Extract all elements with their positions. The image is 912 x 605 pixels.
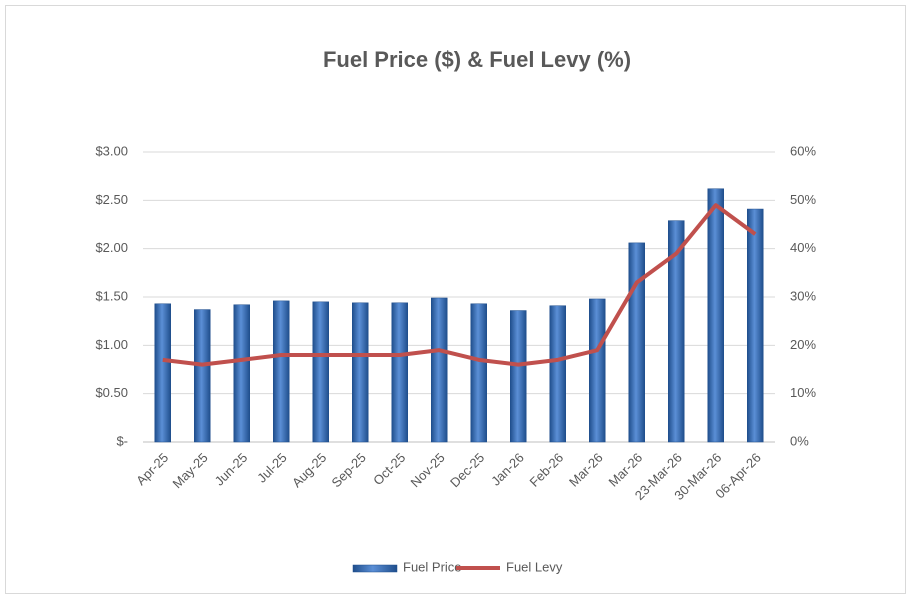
bar	[589, 298, 606, 443]
legend-label: Fuel Levy	[506, 559, 563, 574]
line	[162, 203, 757, 367]
chart-border	[5, 5, 906, 594]
bar	[154, 303, 171, 443]
bar	[470, 303, 487, 443]
y2-tick-label: 40%	[790, 240, 816, 255]
bar	[747, 208, 764, 443]
bar	[312, 301, 329, 443]
y-tick-label: $0.50	[95, 385, 128, 400]
bar	[668, 220, 685, 443]
y-tick-label: $2.00	[95, 240, 128, 255]
bar	[194, 309, 211, 443]
y2-tick-label: 30%	[790, 288, 816, 303]
y-tick-label: $-	[116, 433, 128, 448]
y-tick-label: $1.50	[95, 288, 128, 303]
bar	[273, 300, 290, 443]
y-tick-label: $3.00	[95, 143, 128, 158]
bar	[233, 304, 250, 443]
y2-tick-label: 60%	[790, 143, 816, 158]
y2-tick-label: 50%	[790, 192, 816, 207]
y-tick-label: $1.00	[95, 337, 128, 352]
y2-tick-label: 0%	[790, 433, 809, 448]
bar	[391, 302, 408, 443]
bar	[431, 297, 448, 443]
bar	[628, 242, 645, 443]
bar	[707, 188, 724, 443]
legend-swatch	[352, 564, 398, 573]
y2-tick-label: 10%	[790, 385, 816, 400]
legend-label: Fuel Price	[403, 559, 462, 574]
chart-title: Fuel Price ($) & Fuel Levy (%)	[323, 47, 631, 72]
bar	[510, 310, 527, 443]
y2-tick-label: 20%	[790, 337, 816, 352]
bar	[352, 302, 369, 443]
bar	[549, 305, 566, 443]
y-tick-label: $2.50	[95, 192, 128, 207]
